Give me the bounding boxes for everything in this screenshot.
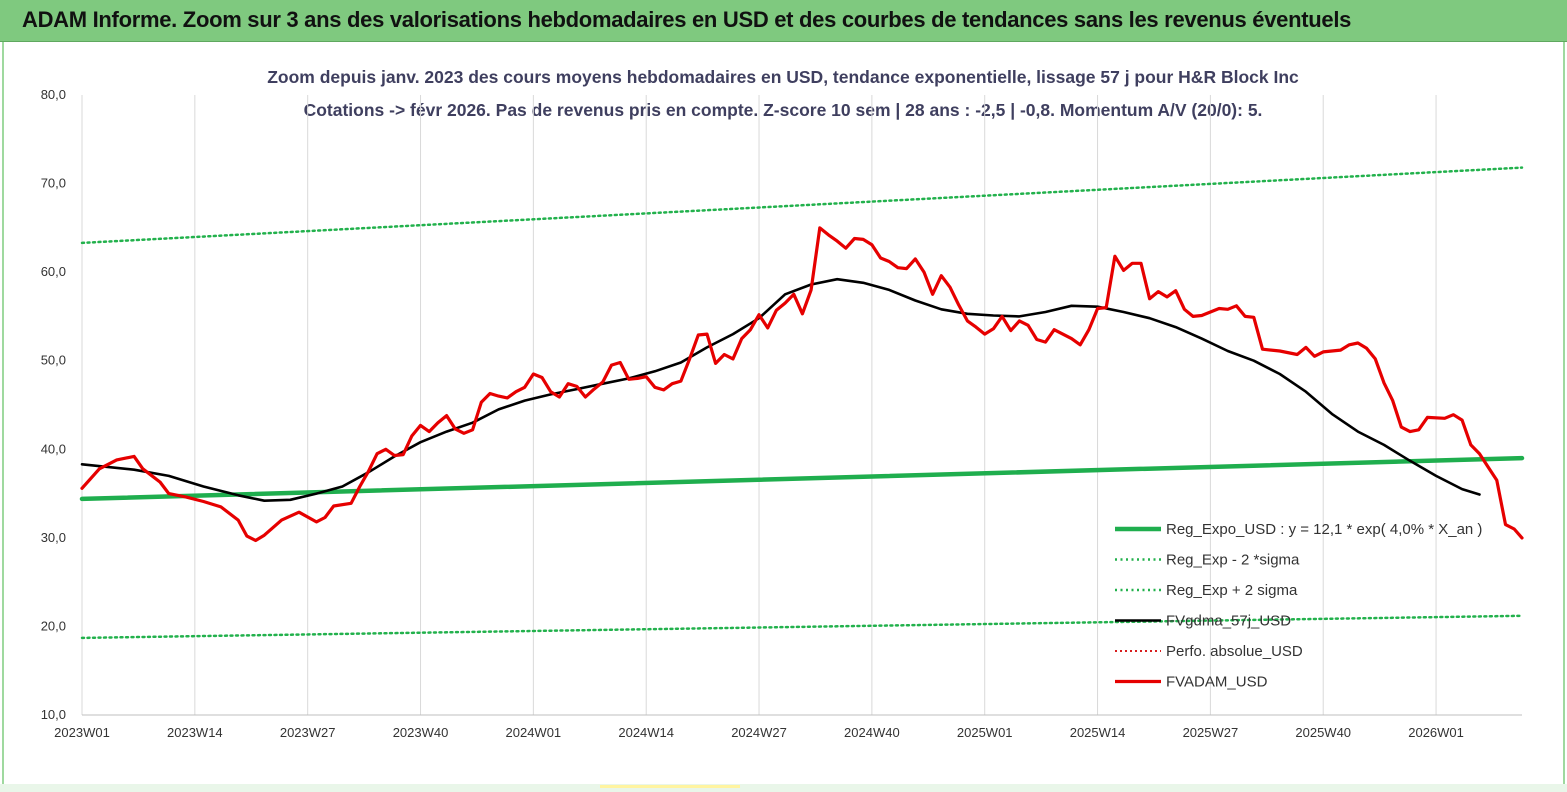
x-tick-label: 2025W01 <box>957 725 1013 740</box>
x-tick-label: 2024W27 <box>731 725 787 740</box>
gridlines <box>81 95 1437 715</box>
report-title: ADAM Informe. Zoom sur 3 ans des valoris… <box>22 7 1352 32</box>
y-tick-label: 70,0 <box>41 176 66 191</box>
chart-title-line1: Zoom depuis janv. 2023 des cours moyens … <box>267 67 1299 87</box>
y-tick-label: 20,0 <box>41 618 66 633</box>
x-tick-label: 2025W40 <box>1295 725 1351 740</box>
x-tick-label: 2023W40 <box>393 725 449 740</box>
x-tick-label: 2026W01 <box>1408 725 1464 740</box>
x-tick-label: 2025W14 <box>1070 725 1126 740</box>
chart-title-line2: Cotations -> févr 2026. Pas de revenus p… <box>304 100 1263 120</box>
y-tick-label: 80,0 <box>41 87 66 102</box>
bottom-accent <box>600 785 740 788</box>
series-line-2 <box>80 166 1524 245</box>
legend-label-3: FVgdma_57j_USD <box>1166 613 1291 630</box>
y-tick-label: 10,0 <box>41 707 66 722</box>
series-layer <box>79 166 1525 640</box>
x-tick-label: 2023W01 <box>54 725 110 740</box>
legend-label-2: Reg_Exp + 2 sigma <box>1166 582 1298 599</box>
y-tick-label: 60,0 <box>41 264 66 279</box>
y-tick-label: 40,0 <box>41 441 66 456</box>
legend: Reg_Expo_USD : y = 12,1 * exp( 4,0% * X_… <box>1115 521 1482 691</box>
series-line-1 <box>80 614 1524 640</box>
legend-label-4: Perfo. absolue_USD <box>1166 643 1303 660</box>
y-tick-label: 30,0 <box>41 530 66 545</box>
legend-label-1: Reg_Exp - 2 *sigma <box>1166 552 1300 569</box>
series-line-0 <box>79 455 1525 502</box>
x-tick-label: 2023W27 <box>280 725 336 740</box>
series-line-5 <box>80 226 1524 543</box>
axes: 2023W01 2023W14 2023W27 2023W40 2024W01 2024W… <box>41 87 1522 740</box>
chart-frame <box>2 42 1565 788</box>
x-tick-label: 2024W14 <box>618 725 674 740</box>
y-tick-label: 50,0 <box>41 353 66 368</box>
x-tick-label: 2025W27 <box>1183 725 1239 740</box>
x-tick-label: 2024W40 <box>844 725 900 740</box>
x-tick-label: 2023W14 <box>167 725 223 740</box>
report-banner: ADAM Informe. Zoom sur 3 ans des valoris… <box>0 0 1567 42</box>
legend-label-5: FVADAM_USD <box>1166 674 1268 691</box>
bottom-bar <box>0 784 1567 792</box>
legend-label-0: Reg_Expo_USD : y = 12,1 * exp( 4,0% * X_… <box>1166 521 1482 538</box>
x-tick-label: 2024W01 <box>506 725 562 740</box>
